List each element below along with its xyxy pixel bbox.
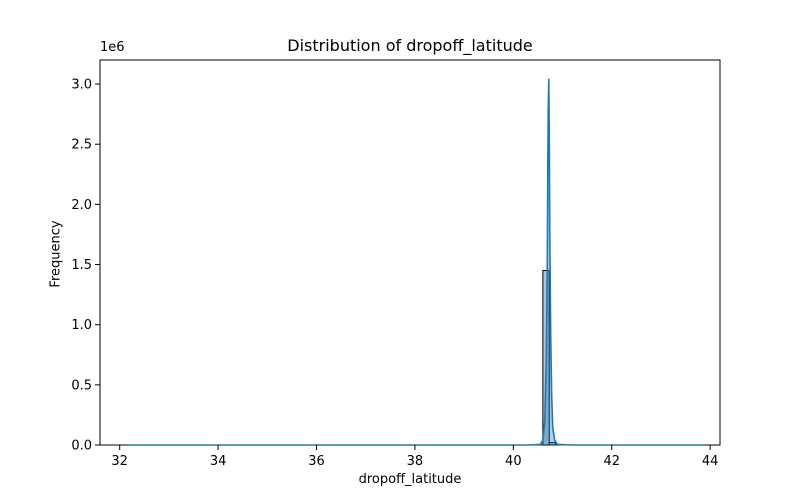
y-tick-label: 2.5	[71, 138, 92, 153]
y-tick-label: 0.0	[71, 439, 92, 454]
kde-line	[127, 78, 706, 446]
chart-title: Distribution of dropoff_latitude	[287, 36, 533, 55]
y-tick-label: 2.0	[71, 198, 92, 213]
y-tick-label: 1.0	[71, 318, 92, 333]
y-offset-label: 1e6	[100, 40, 125, 55]
x-tick-label: 44	[702, 454, 719, 469]
x-tick-label: 34	[210, 454, 227, 469]
x-tick-label: 40	[505, 454, 522, 469]
plot-area	[99, 59, 721, 446]
x-tick-label: 42	[603, 454, 620, 469]
x-tick-label: 38	[407, 454, 424, 469]
x-tick-label: 36	[308, 454, 325, 469]
x-tick-label: 32	[111, 454, 128, 469]
kde-layer	[127, 78, 706, 446]
y-axis-label: Frequency	[48, 220, 64, 288]
y-axis-ticks: 0.0 0.5 1.0 1.5 2.0 2.5 3.0	[71, 78, 100, 454]
y-tick-label: 0.5	[71, 378, 92, 393]
x-axis-label: dropoff_latitude	[358, 472, 462, 487]
histogram-bar-2	[548, 442, 557, 446]
y-tick-label: 3.0	[71, 78, 92, 93]
x-axis-ticks: 32 34 36 38 40 42 44	[111, 445, 718, 469]
y-tick-label: 1.5	[71, 258, 92, 273]
